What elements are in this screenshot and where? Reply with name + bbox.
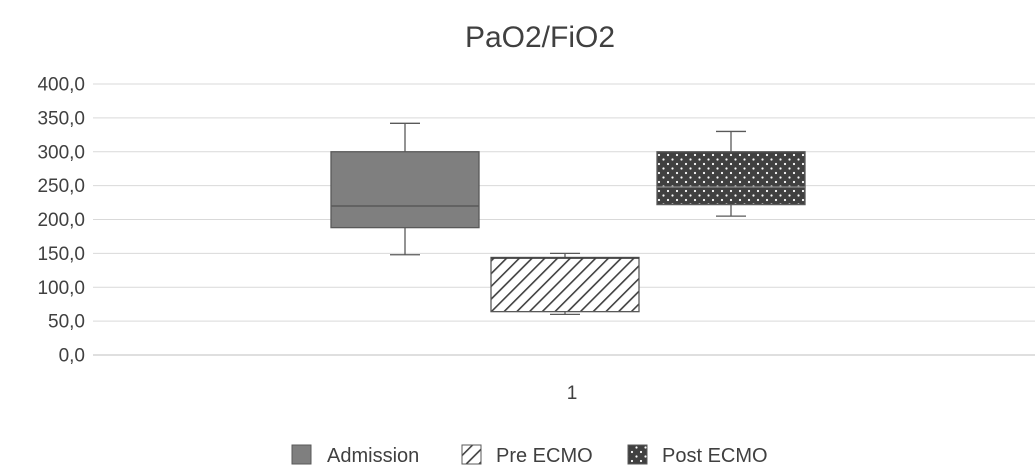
y-tick-label: 250,0 <box>37 176 85 197</box>
legend-swatch <box>461 444 482 465</box>
y-tick-label: 200,0 <box>37 210 85 231</box>
chart-title: PaO2/FiO2 <box>465 21 615 54</box>
box-pre-ecmo <box>490 252 640 316</box>
box-series <box>330 122 806 316</box>
x-axis-category-label: 1 <box>567 383 578 404</box>
y-tick-label: 150,0 <box>37 244 85 265</box>
y-tick-label: 400,0 <box>37 75 85 96</box>
legend-item-admission: Admission <box>291 444 419 467</box>
legend: Admission Pre ECMO Post ECMO <box>291 444 768 467</box>
box-iqr <box>330 151 480 229</box>
legend-item-post-ecmo: Post ECMO <box>627 444 768 467</box>
legend-swatch <box>291 444 312 465</box>
legend-item-pre-ecmo: Pre ECMO <box>461 444 593 467</box>
y-axis-tick-labels: 0,0 50,0 100,0 150,0 200,0 250,0 300,0 350,0 400… <box>37 75 85 367</box>
box-post-ecmo <box>656 130 806 217</box>
y-tick-label: 100,0 <box>37 278 85 299</box>
y-tick-label: 50,0 <box>48 312 85 333</box>
box-iqr <box>656 151 806 206</box>
legend-label: Post ECMO <box>662 445 768 467</box>
box-iqr <box>490 256 640 313</box>
box-admission <box>330 122 480 256</box>
legend-swatch <box>627 444 648 465</box>
y-tick-label: 350,0 <box>37 108 85 129</box>
legend-label: Admission <box>327 445 419 467</box>
gridlines <box>93 83 1035 356</box>
y-tick-label: 300,0 <box>37 142 85 163</box>
legend-label: Pre ECMO <box>496 445 593 467</box>
y-tick-label: 0,0 <box>59 346 85 367</box>
